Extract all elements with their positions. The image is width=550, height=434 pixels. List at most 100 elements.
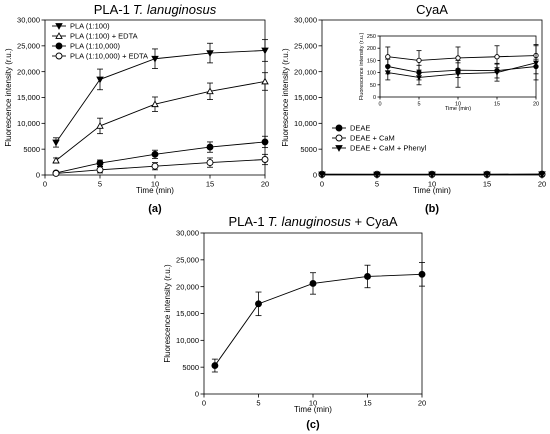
y-tick-label: 5000 — [182, 363, 199, 372]
y-tick-label: 30,000 — [176, 229, 199, 238]
panel-label-a: (a) — [148, 203, 162, 215]
x-tick-label: 0 — [378, 102, 381, 108]
y-tick-label: 0 — [313, 171, 317, 180]
y-tick-label: 15,000 — [294, 93, 317, 102]
y-axis-label: Fluorescence intensity (r.u.) — [359, 33, 365, 101]
data-point — [206, 50, 214, 57]
legend-marker — [55, 23, 63, 30]
x-tick-label: 20 — [418, 399, 426, 408]
y-tick-label: 20,000 — [176, 282, 199, 291]
data-point — [309, 279, 317, 287]
x-tick-label: 15 — [494, 102, 500, 108]
y-tick-label: 5000 — [23, 145, 40, 154]
chart-title: PLA-1 T. lanuginosus — [94, 2, 217, 17]
data-point — [455, 71, 461, 77]
x-tick-label: 10 — [151, 180, 159, 189]
data-point — [151, 150, 159, 158]
x-tick-label: 15 — [363, 399, 371, 408]
x-tick-label: 0 — [202, 399, 206, 408]
legend-marker — [55, 52, 63, 60]
x-axis-label: Time (min) — [136, 186, 174, 195]
data-point — [261, 47, 269, 55]
x-axis-label: Time (min) — [413, 186, 451, 195]
title-text: CyaA — [416, 2, 448, 17]
series-line — [55, 50, 266, 143]
data-point — [428, 171, 436, 179]
data-point — [96, 159, 104, 167]
legend-marker — [55, 32, 63, 39]
y-tick-label: 250 — [367, 34, 376, 40]
chart-title: PLA-1 T. lanuginosus + CyaA — [228, 214, 397, 229]
y-axis-label: Fluorescence intensity (r.u.) — [281, 48, 290, 147]
y-tick-label: 150 — [367, 58, 376, 64]
title-text: PLA-1 — [94, 2, 130, 17]
x-tick-label: 20 — [533, 102, 539, 108]
x-axis-label: Time (min) — [294, 405, 332, 414]
series-deae-cam-phenyl — [384, 45, 539, 88]
y-tick-label: 5000 — [300, 145, 317, 154]
chart-title: CyaA — [416, 2, 448, 17]
data-point — [96, 166, 104, 174]
panel-label-c: (c) — [306, 419, 320, 431]
series-deae-cam-phenyl — [318, 171, 546, 179]
y-tick-label: 10,000 — [176, 336, 199, 345]
data-point — [206, 159, 214, 167]
data-point — [151, 55, 159, 63]
series-pla-1-100- — [52, 39, 269, 148]
data-point — [52, 139, 60, 147]
y-tick-label: 30,000 — [17, 16, 40, 25]
data-point — [533, 60, 539, 66]
title-italic-text: T. lanuginosus — [133, 2, 217, 17]
x-tick-label: 10 — [455, 102, 461, 108]
legend-entry: PLA (1:10,000) — [70, 42, 121, 51]
x-tick-label: 5 — [98, 180, 102, 189]
y-tick-label: 100 — [367, 71, 376, 77]
panel-a: PLA-1 T. lanuginosus 0 5 10 15 20 0 5000 10,000 15… — [4, 2, 269, 215]
data-point — [255, 300, 262, 308]
data-point — [418, 270, 426, 278]
y-tick-label: 10,000 — [17, 119, 40, 128]
data-point — [261, 138, 269, 146]
legend-marker — [335, 134, 343, 142]
x-tick-label: 20 — [261, 180, 269, 189]
data-point — [385, 54, 391, 60]
series-pla-1-10-000- — [52, 135, 269, 177]
data-point — [261, 77, 269, 85]
y-tick-label: 0 — [195, 390, 199, 399]
series-line — [55, 81, 266, 161]
data-point — [483, 171, 491, 179]
data-point — [206, 87, 214, 95]
x-axis-label: Time (min) — [445, 106, 471, 112]
legend-entry: PLA (1:100) + EDTA — [70, 32, 138, 41]
data-point — [52, 156, 60, 164]
x-tick-label: 5 — [256, 399, 260, 408]
data-point — [373, 171, 381, 179]
x-tick-label: 5 — [375, 180, 379, 189]
y-tick-label: 0 — [36, 171, 40, 180]
y-tick-label: 25,000 — [17, 42, 40, 51]
y-tick-label: 200 — [367, 46, 376, 52]
data-point — [96, 76, 104, 84]
data-point — [416, 57, 422, 64]
x-tick-label: 10 — [428, 180, 436, 189]
data-point — [151, 162, 159, 170]
data-point — [494, 54, 500, 60]
y-tick-label: 15,000 — [176, 309, 199, 318]
x-tick-label: 10 — [309, 399, 317, 408]
legend-marker — [335, 124, 343, 132]
plot-frame — [203, 232, 423, 395]
y-axis-label: Fluorescence intensity (r.u.) — [163, 264, 172, 363]
data-point — [416, 75, 422, 81]
legend-entry: DEAE + CaM + Phenyl — [350, 144, 427, 153]
legend-entry: PLA (1:100) — [70, 22, 110, 31]
data-point — [211, 362, 219, 370]
data-point — [494, 70, 500, 76]
series-pla-1-10-000-edta — [52, 153, 269, 177]
y-tick-label: 25,000 — [176, 256, 199, 265]
x-tick-label: 0 — [320, 180, 324, 189]
data-point — [364, 273, 371, 280]
series-data — [211, 262, 426, 373]
